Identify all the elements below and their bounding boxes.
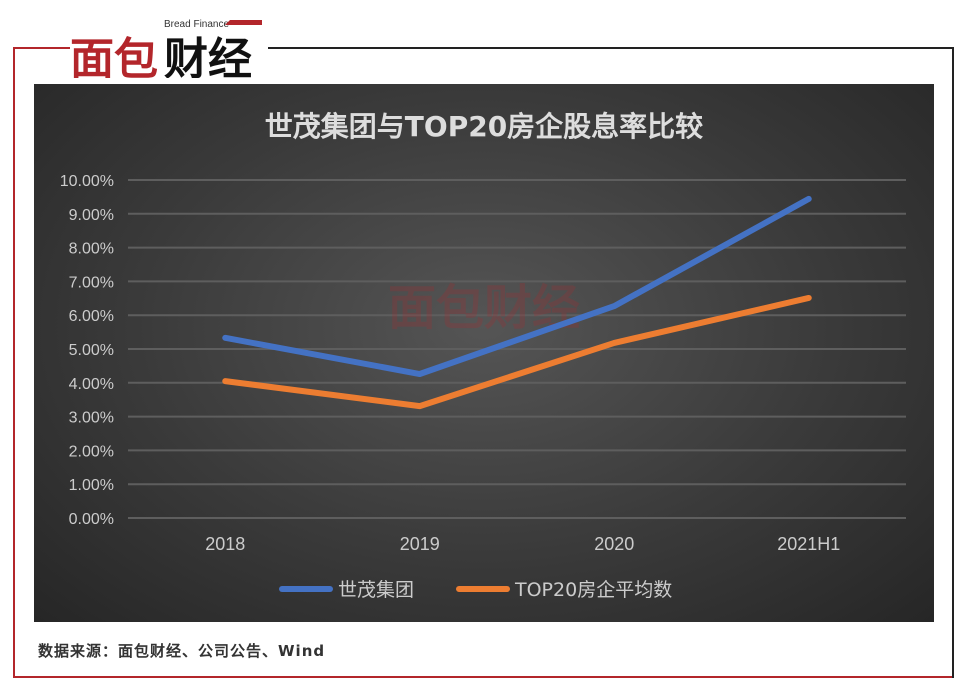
frame-top-black	[268, 47, 954, 49]
chart-title: 世茂集团与TOP20房企股息率比较	[265, 110, 703, 143]
y-tick-label: 3.00%	[69, 410, 114, 427]
y-tick-label: 2.00%	[69, 443, 114, 460]
y-tick-label: 1.00%	[69, 477, 114, 494]
x-tick-label: 2019	[400, 534, 440, 554]
frame-right-black	[952, 47, 954, 678]
bread-finance-logo: Bread Finance 面包 财经	[70, 19, 262, 78]
y-tick-label: 0.00%	[69, 511, 114, 528]
series-line-1	[222, 294, 812, 410]
y-tick-label: 8.00%	[69, 241, 114, 258]
frame-top-left-red	[13, 47, 70, 49]
y-tick-label: 9.00%	[69, 207, 114, 224]
y-tick-label: 7.00%	[69, 274, 114, 291]
legend-label: 世茂集团	[338, 579, 414, 601]
frame-left-red	[13, 47, 15, 678]
data-source: 数据来源：面包财经、公司公告、Wind	[38, 642, 326, 660]
x-tick-label: 2021H1	[777, 534, 840, 554]
svg-text:财经: 财经	[164, 34, 252, 78]
y-tick-label: 6.00%	[69, 308, 114, 325]
x-tick-label: 2018	[205, 534, 245, 554]
y-tick-label: 10.00%	[60, 173, 114, 190]
svg-text:面包: 面包	[70, 34, 158, 78]
svg-text:Bread Finance: Bread Finance	[164, 19, 229, 30]
frame-bottom-red	[13, 676, 954, 678]
line-chart: 世茂集团与TOP20房企股息率比较 0.00% 1.00% 2.00% 3.00% 4.…	[60, 110, 906, 601]
x-tick-label: 2020	[594, 534, 634, 554]
chart-area: 世茂集团与TOP20房企股息率比较 0.00% 1.00% 2.00% 3.00% 4.…	[34, 84, 934, 622]
legend-label: TOP20房企平均数	[514, 579, 672, 601]
y-tick-label: 4.00%	[69, 376, 114, 393]
series-line-0	[222, 195, 812, 378]
y-tick-label: 5.00%	[69, 342, 114, 359]
